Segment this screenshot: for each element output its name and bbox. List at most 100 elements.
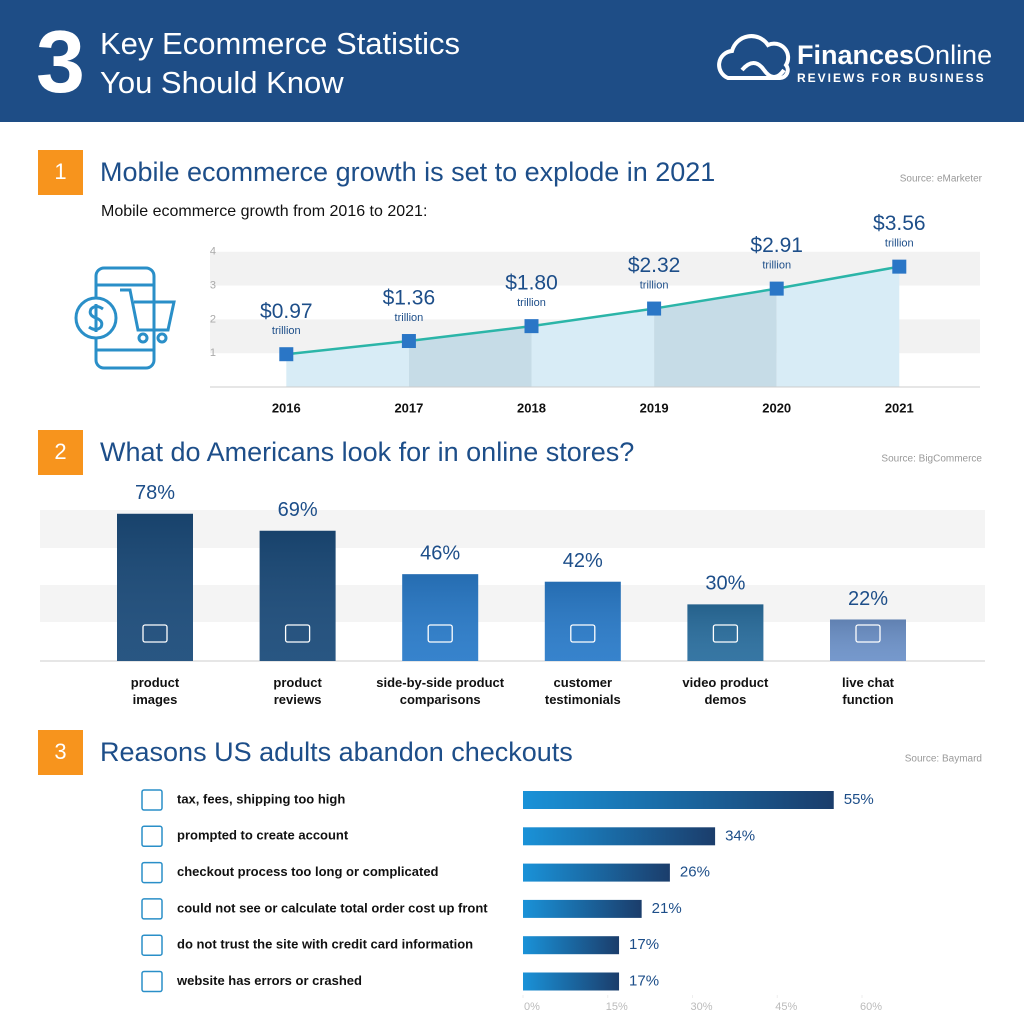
value-label: 30% bbox=[705, 573, 745, 595]
marker bbox=[524, 319, 539, 334]
bar-icon bbox=[284, 624, 311, 643]
bar-shade bbox=[830, 619, 906, 661]
marker bbox=[279, 347, 294, 362]
bar-icon bbox=[712, 624, 739, 643]
section-number: 2 bbox=[54, 439, 66, 464]
logo-wave bbox=[740, 61, 786, 79]
bar-icon bbox=[570, 624, 596, 643]
area-segment bbox=[776, 266, 900, 387]
value-unit: trillion bbox=[395, 312, 424, 324]
value-unit: trillion bbox=[762, 260, 791, 272]
category-label: customer testimonials bbox=[544, 675, 621, 707]
section-title: Mobile ecommerce growth is set to explod… bbox=[100, 157, 715, 187]
line bbox=[286, 265, 900, 356]
bar bbox=[523, 863, 670, 882]
x-tick-label: 2017 bbox=[394, 400, 423, 415]
bar-shade bbox=[544, 581, 621, 661]
section-title: What do Americans look for in online sto… bbox=[100, 437, 634, 467]
category-label: product reviews bbox=[273, 675, 322, 707]
value-label: 17% bbox=[629, 936, 659, 953]
bar-shade bbox=[259, 530, 336, 661]
bar-shade bbox=[687, 604, 764, 661]
brand: FinancesOnline bbox=[797, 40, 992, 71]
value-label: 26% bbox=[680, 864, 710, 881]
value-label: 55% bbox=[844, 791, 874, 808]
value-label: 34% bbox=[725, 827, 755, 844]
marker bbox=[892, 259, 907, 274]
value-unit: trillion bbox=[517, 297, 546, 309]
x-tick-label: 2018 bbox=[517, 400, 546, 415]
value-unit: trillion bbox=[272, 325, 301, 337]
bar-shade bbox=[117, 513, 193, 661]
value-label: 21% bbox=[652, 900, 682, 917]
bar bbox=[523, 972, 620, 991]
section-number: 1 bbox=[54, 159, 66, 184]
x-tick-label: 45% bbox=[775, 1001, 797, 1013]
value-label: $0.97 bbox=[260, 300, 313, 323]
chart-subtitle: Mobile ecommerce growth from 2016 to 202… bbox=[101, 203, 427, 220]
source: Source: Baymard bbox=[905, 754, 982, 765]
category-label: do not trust the site with credit card i… bbox=[177, 937, 473, 952]
value-unit: trillion bbox=[885, 238, 914, 250]
value-label: $2.32 bbox=[628, 254, 681, 277]
value-unit: trillion bbox=[640, 279, 669, 291]
source: Source: eMarketer bbox=[900, 174, 983, 185]
category-label: tax, fees, shipping too high bbox=[177, 791, 345, 806]
category-label: product images bbox=[130, 675, 180, 707]
marker bbox=[769, 281, 784, 296]
brand-bold: Finances bbox=[797, 40, 915, 70]
section-badge bbox=[38, 430, 83, 475]
value-label: $1.36 bbox=[383, 287, 436, 310]
section-badge bbox=[38, 150, 83, 195]
header-title: Key Ecommerce Statistics You Should Know bbox=[100, 26, 461, 100]
value-label: 17% bbox=[629, 972, 659, 989]
y-tick-label: 1 bbox=[210, 347, 216, 359]
x-tick-label: 0% bbox=[524, 1001, 540, 1013]
category-icon bbox=[141, 934, 163, 956]
category-icon bbox=[141, 861, 163, 884]
x-tick-label: 2019 bbox=[640, 400, 669, 415]
bg-band bbox=[40, 585, 985, 622]
area-segment bbox=[531, 308, 655, 387]
bar bbox=[523, 791, 834, 809]
bar bbox=[523, 899, 642, 918]
brand-light: Online bbox=[914, 40, 993, 70]
area-segment bbox=[286, 341, 409, 387]
bg-band bbox=[40, 510, 985, 548]
x-tick-label: 2021 bbox=[885, 400, 914, 415]
logo-cloud bbox=[717, 34, 791, 80]
category-label: live chat function bbox=[841, 675, 895, 707]
x-tick-label: 2016 bbox=[272, 400, 301, 415]
section-number: 3 bbox=[54, 739, 66, 764]
logo bbox=[717, 34, 791, 80]
x-tick-label: 60% bbox=[860, 1001, 882, 1013]
category-icon bbox=[141, 825, 163, 848]
bar-icon bbox=[142, 624, 168, 643]
category-label: prompted to create account bbox=[177, 828, 349, 843]
bar-icon bbox=[427, 624, 453, 643]
y-tick-label: 2 bbox=[210, 313, 216, 325]
category-label: website has errors or crashed bbox=[176, 973, 362, 988]
value-label: $2.91 bbox=[750, 234, 803, 257]
tagline: REVIEWS FOR BUSINESS bbox=[797, 71, 986, 85]
y-tick-label: 4 bbox=[210, 246, 216, 258]
value-label: 78% bbox=[135, 482, 175, 504]
header: 3 Key Ecommerce Statistics You Should Kn… bbox=[0, 0, 1024, 122]
bar bbox=[523, 827, 716, 846]
source: Source: BigCommerce bbox=[881, 454, 982, 465]
value-label: 42% bbox=[563, 550, 603, 572]
value-label: 69% bbox=[278, 499, 318, 521]
category-icon bbox=[141, 789, 163, 811]
section-title: Reasons US adults abandon checkouts bbox=[100, 737, 573, 767]
x-tick-label: 2020 bbox=[762, 400, 791, 415]
area-segment bbox=[408, 326, 532, 387]
bar-shade bbox=[402, 574, 479, 661]
category-icon bbox=[141, 898, 163, 920]
section-badge bbox=[38, 730, 83, 775]
phone-icon bbox=[74, 266, 176, 370]
y-tick-label: 3 bbox=[210, 279, 216, 291]
category-icon bbox=[141, 970, 163, 993]
bar bbox=[523, 936, 620, 955]
